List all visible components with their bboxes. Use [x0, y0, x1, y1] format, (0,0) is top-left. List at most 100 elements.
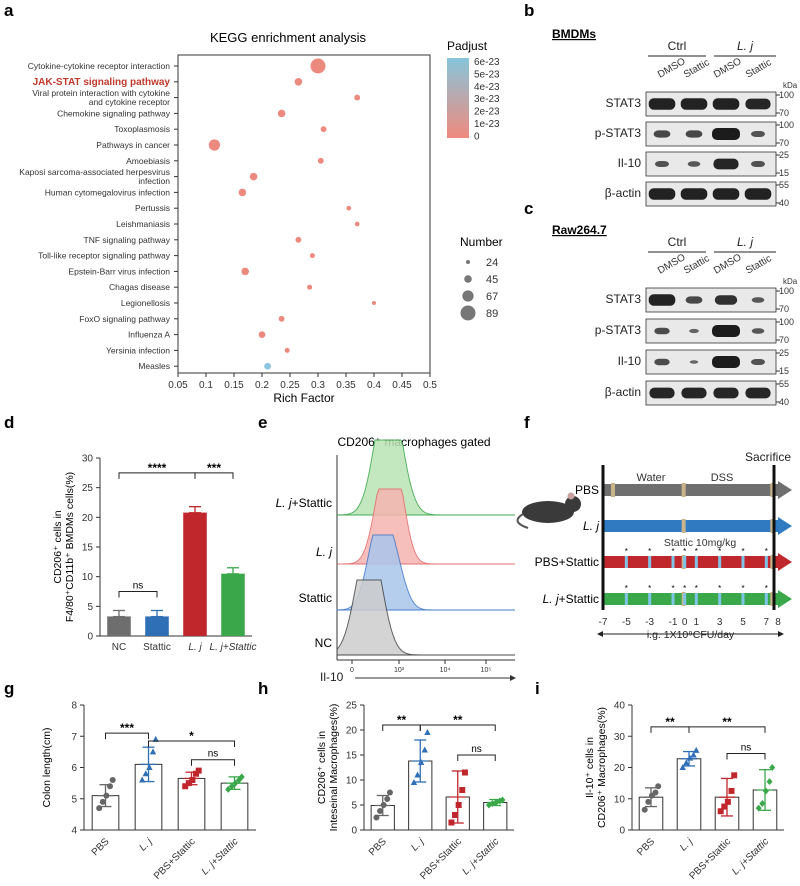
x-tick-label: L. j: [678, 836, 696, 854]
schema-gavage-arrow-right: [778, 631, 784, 637]
flow-x-tick-label: 0: [350, 667, 354, 674]
schema-injection-tick: [671, 593, 675, 605]
bar-chart-h: 0 5 10 15 20 25 CD206⁺ cells inInteseinal Macr…: [316, 701, 514, 882]
y-axis-label: CD206⁺ cells inF4/80⁺CD11b⁺ BMDMs cells(…: [52, 472, 76, 622]
kegg-plot-frame: [177, 54, 431, 374]
blot-band: [751, 297, 765, 303]
significance-label: ns: [208, 749, 219, 760]
panel-label-h: h: [258, 679, 268, 698]
blot-band: [681, 387, 707, 399]
y-tick-label: 4: [71, 826, 77, 837]
kegg-point: [309, 253, 315, 259]
blot-b-cell-label: BMDMs: [552, 27, 596, 41]
blot-lane-label: Stattic: [682, 57, 712, 80]
kegg-pathway-label-line: Kaposi sarcoma-associated herpesvirus: [19, 167, 170, 177]
data-point: [755, 804, 762, 812]
schema-group-italic: L. j: [583, 519, 599, 533]
schema-injection-star: *: [625, 584, 628, 593]
kegg-pathway-label-line: Pertussis: [135, 203, 170, 213]
significance-bracket: [191, 759, 235, 766]
y-axis-label: CD206⁺ cells inInteseinal Macrophages(%): [316, 704, 340, 832]
data-point: [238, 773, 245, 781]
schema-water-label: Water: [637, 472, 666, 484]
blot-row-label: β-actin: [605, 385, 641, 399]
schema-timeline-arrow: [778, 481, 792, 499]
mouse-head: [565, 496, 581, 512]
kegg-pathway-label: Amoebiasis: [126, 156, 170, 166]
data-point: [652, 789, 659, 796]
data-point: [448, 819, 455, 826]
number-legend-title: Number: [460, 235, 503, 249]
bar: [220, 782, 249, 831]
data-point: [499, 796, 506, 804]
data-point: [759, 799, 766, 807]
y-tick-label: 15: [346, 751, 358, 762]
significance-label: **: [665, 715, 675, 729]
data-point: [690, 751, 697, 758]
schema-gavage-arrow-left: [597, 631, 603, 637]
bar: [483, 802, 508, 831]
data-point: [762, 787, 769, 795]
blot-band: [744, 188, 772, 200]
y-tick-label: 5: [71, 794, 77, 805]
kegg-pathway-label: Epstein-Barr virus infection: [68, 266, 170, 276]
x-tick-label: PBS: [367, 836, 389, 858]
blot-row-label: Il-10: [618, 156, 642, 170]
blot-b-ctrl-label: Ctrl: [668, 39, 687, 53]
blot-marker-upper: 55: [779, 180, 789, 190]
data-point: [149, 748, 157, 755]
blot-band: [655, 161, 669, 167]
schema-day-label: 3: [717, 617, 723, 628]
blot-band: [654, 327, 670, 335]
y-tick-label: 0: [619, 826, 625, 837]
flow-x-tick-label: 10⁴: [440, 667, 451, 674]
schema-injection-tick: [683, 556, 687, 568]
kegg-point: [264, 362, 271, 370]
treatment-schema-f: Sacrifice Water DSS PBS L. j PBS+Stattic * * * * *…: [516, 450, 792, 641]
kegg-pathway-label-line: Yersinia infection: [106, 345, 170, 355]
kegg-pathway-label: Influenza A: [128, 330, 170, 340]
kegg-pathway-label: Legionellosis: [121, 298, 170, 308]
schema-injection-star: *: [765, 584, 768, 593]
y-tick-label: 5: [351, 801, 357, 812]
data-point: [717, 808, 724, 815]
significance-bracket: [419, 724, 496, 731]
number-legend-dot: [464, 275, 472, 283]
mouse-ear: [567, 492, 575, 500]
blot-band: [649, 387, 675, 399]
significance-label: ****: [148, 461, 167, 475]
data-point: [377, 808, 384, 814]
data-point: [373, 814, 380, 821]
kegg-pathway-label-line: Influenza A: [128, 330, 170, 340]
kegg-pathway-label-line: Cytokine-cytokine receptor interaction: [28, 61, 170, 71]
kegg-point: [310, 58, 326, 74]
blot-row-label: p-STAT3: [595, 323, 642, 337]
flow-group-label: L. j+Stattic: [276, 496, 332, 510]
schema-day-label: 5: [740, 617, 746, 628]
schema-injection-star: *: [718, 547, 721, 556]
y-axis-label: Il-10⁺ cells inCD206⁺ Macrophages(%): [584, 707, 608, 828]
significance-label: **: [397, 713, 407, 727]
data-point: [384, 796, 391, 802]
padjust-tick-label: 3e-23: [474, 94, 500, 105]
kegg-point: [278, 315, 285, 322]
kegg-pathway-label: FoxO signaling pathway: [79, 314, 170, 324]
significance-bracket: [194, 472, 234, 479]
flow-histogram-curve: [336, 579, 515, 656]
padjust-legend-title: Padjust: [447, 39, 488, 53]
blot-band: [648, 98, 676, 110]
schema-marker: [770, 592, 775, 606]
data-point: [414, 771, 421, 778]
flow-x-arrow-head: [510, 675, 516, 681]
padjust-tick-label: 2e-23: [474, 107, 500, 118]
schema-injection-star: *: [625, 547, 628, 556]
schema-group-label: L. j+Stattic: [543, 592, 599, 606]
data-point: [728, 787, 735, 794]
number-legend-label: 45: [486, 274, 498, 286]
kegg-pathway-label-line: Chagas disease: [109, 282, 170, 292]
schema-day-label: 7: [764, 617, 770, 628]
data-point: [641, 806, 648, 813]
flow-group-suffix: +Stattic: [292, 496, 332, 510]
